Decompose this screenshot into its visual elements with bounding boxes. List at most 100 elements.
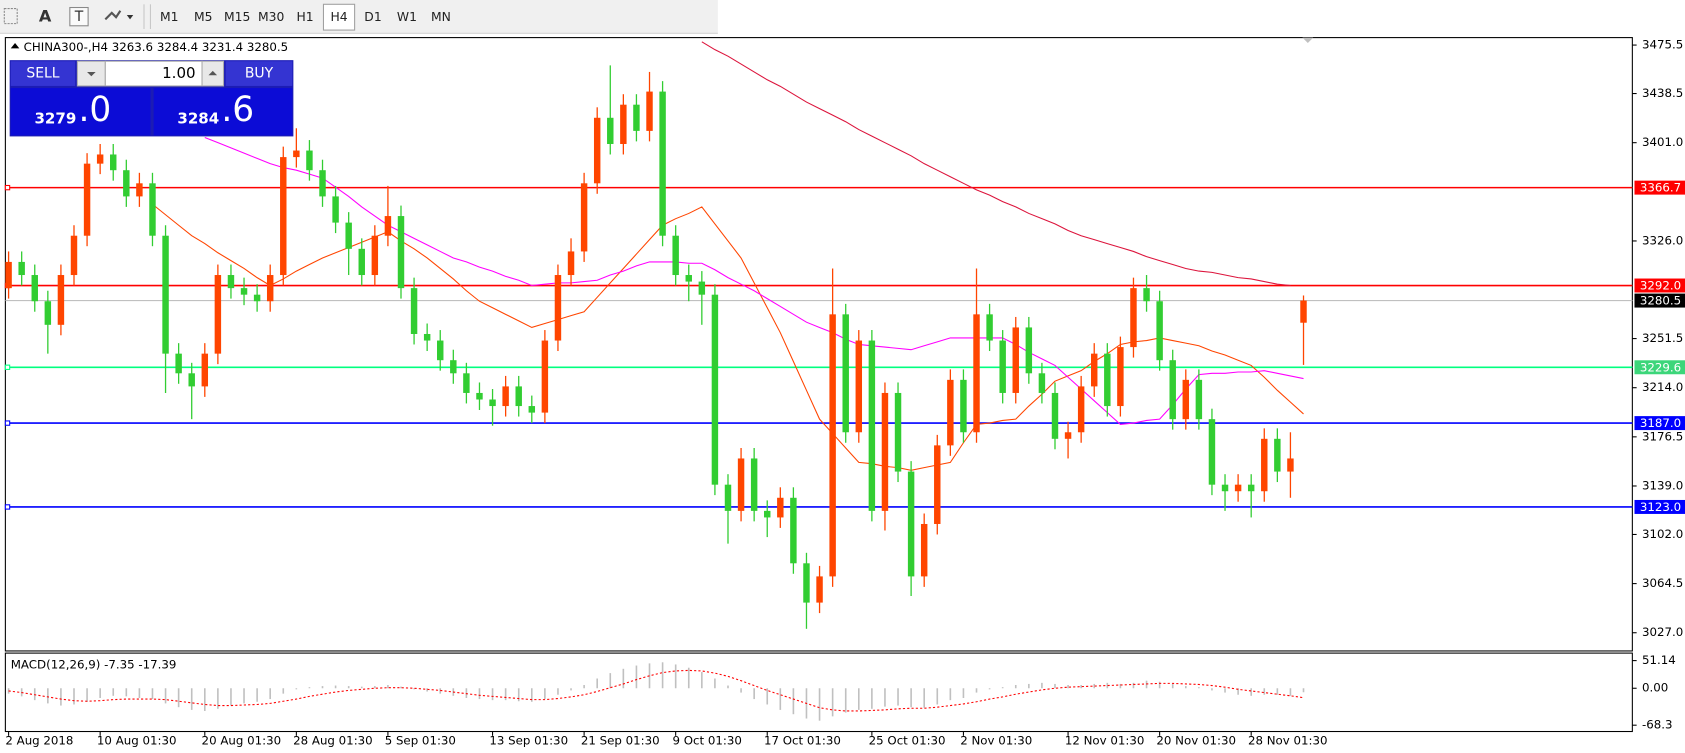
candle-body <box>384 216 392 236</box>
candle-body <box>868 340 876 511</box>
candle-body <box>18 261 25 276</box>
candle-body <box>750 458 758 511</box>
header-icon <box>10 42 20 49</box>
timeframe-button[interactable]: H4 <box>330 10 347 24</box>
timeframe-button[interactable]: D1 <box>364 10 381 24</box>
bid-box[interactable] <box>10 88 151 136</box>
tool-icon <box>104 10 122 21</box>
level-label-bg <box>1634 360 1685 375</box>
tool-icon <box>3 8 18 25</box>
candle-body <box>83 163 91 236</box>
sell-label: SELL <box>26 66 59 82</box>
candle-body <box>515 386 522 407</box>
timeframe-button[interactable]: MN <box>431 10 451 24</box>
candle-body <box>1156 301 1163 361</box>
candle-body <box>881 392 889 511</box>
label-tool[interactable]: T <box>74 9 84 25</box>
ask-box[interactable] <box>153 88 293 136</box>
candle-body <box>999 340 1006 393</box>
candle-body <box>1182 379 1190 420</box>
candle-body <box>1064 432 1072 439</box>
candle-body <box>724 484 732 511</box>
x-tick-label: 28 Nov 01:30 <box>1248 734 1328 748</box>
candle-body <box>332 196 339 223</box>
candle-body <box>1221 484 1229 492</box>
candle-body <box>1012 327 1019 393</box>
candle-body <box>476 392 483 400</box>
x-tick-label: 20 Nov 01:30 <box>1156 734 1236 748</box>
label-tool-frame <box>69 6 89 27</box>
candle-body <box>319 170 326 197</box>
candle-body <box>816 576 823 603</box>
level-label: 3187.0 <box>1640 416 1681 430</box>
candle-body <box>253 294 261 302</box>
x-tick-label: 5 Sep 01:30 <box>385 734 456 748</box>
candle-body <box>70 235 78 276</box>
candle-body <box>541 340 549 413</box>
timeframe-button[interactable]: M1 <box>160 10 179 24</box>
candle-body <box>1077 386 1085 433</box>
crosshair-tool[interactable] <box>3 8 18 25</box>
candle-body <box>593 117 601 184</box>
timeframe-button[interactable]: W1 <box>397 10 417 24</box>
candle-body <box>162 235 169 354</box>
candle-body <box>1169 360 1176 420</box>
candle-body <box>280 157 287 276</box>
candle-body <box>711 294 719 485</box>
price-pane <box>4 37 1633 652</box>
candle-body <box>1195 379 1203 420</box>
candle-body <box>907 471 915 577</box>
arrow-icon <box>208 70 218 76</box>
timeframe-button[interactable]: M15 <box>224 10 250 24</box>
candle-body <box>423 333 431 341</box>
macd-tick-label: 51.14 <box>1642 653 1676 667</box>
candle-body <box>567 251 575 276</box>
sell-button[interactable] <box>10 61 76 86</box>
candle-body <box>437 340 444 361</box>
candle-body <box>1287 458 1294 472</box>
candle-body <box>1091 353 1098 387</box>
candle-body <box>293 150 300 158</box>
y-tick-label: 3139.0 <box>1642 478 1683 492</box>
ask-pips: .6 <box>221 90 254 130</box>
level-label-bg <box>1634 278 1685 293</box>
toolbar-bg <box>0 0 718 34</box>
text-tool[interactable]: A <box>39 7 52 26</box>
toolbar: A T M1 M5 M15 M30 H1 H4 D1 W1 MN <box>0 0 718 34</box>
buy-label: BUY <box>245 66 274 82</box>
bid-price: 3279 <box>34 110 76 128</box>
candle-body <box>136 183 143 197</box>
objects-tool[interactable] <box>104 10 134 21</box>
y-tick-label: 3027.0 <box>1642 625 1683 639</box>
candle-body <box>1117 347 1124 407</box>
candle-body <box>175 353 182 374</box>
y-tick-label: 3176.5 <box>1642 429 1683 443</box>
y-tick-label: 3438.5 <box>1642 86 1683 100</box>
candle-body <box>149 183 156 236</box>
candle-body <box>685 275 692 282</box>
candle-body <box>672 235 679 276</box>
candle-body <box>659 91 666 236</box>
level-label: 3123.0 <box>1640 500 1681 514</box>
candle-body <box>306 150 313 171</box>
dropdown-arrow <box>126 15 134 20</box>
level-handle <box>4 364 11 370</box>
candle-body <box>777 497 784 518</box>
buy-button[interactable] <box>225 61 293 86</box>
level-label: 3366.7 <box>1640 181 1681 195</box>
lot-input[interactable] <box>104 60 203 87</box>
candle-body <box>764 510 771 518</box>
candle-body <box>698 281 706 295</box>
x-tick-label: 20 Aug 01:30 <box>202 734 282 748</box>
candle-body <box>240 288 248 295</box>
timeframe-button[interactable]: M30 <box>258 10 285 24</box>
timeframe-button[interactable]: H1 <box>297 10 314 24</box>
candle-body <box>31 275 38 302</box>
candle-body <box>842 314 849 433</box>
lot-value: 1.00 <box>162 64 195 82</box>
candle-body <box>1208 419 1216 485</box>
candle-body <box>620 104 627 144</box>
timeframe-button[interactable]: M5 <box>194 10 213 24</box>
